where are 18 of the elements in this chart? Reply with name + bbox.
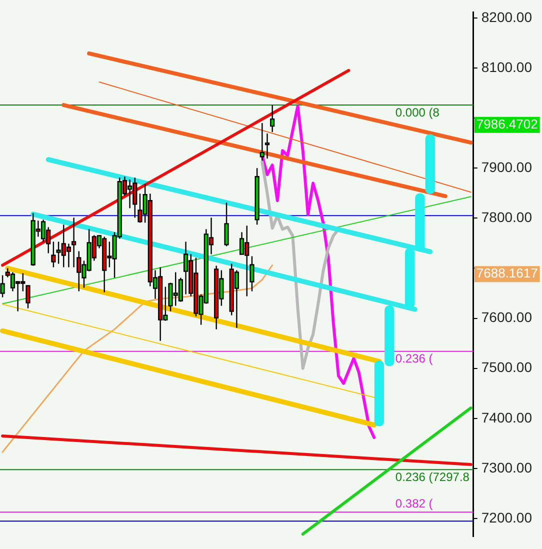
text: 7688.1617 — [476, 266, 538, 281]
y-tick-label: 7600.00 — [481, 309, 532, 326]
annotation: 0.236 ( — [395, 352, 433, 366]
y-tick-label: 8100.00 — [481, 58, 532, 75]
y-tick-label: 7300.00 — [481, 459, 532, 476]
ref-line-label: 0.236 (7297.8 — [395, 470, 470, 484]
annotation: 0.382 ( — [395, 496, 433, 510]
y-tick-label: 7500.00 — [481, 359, 532, 376]
bar — [415, 193, 425, 252]
text: 7986.4702 — [476, 116, 538, 132]
bar — [425, 134, 435, 194]
annotation: 0.000 (8 — [395, 105, 440, 120]
y-tick-label: 7400.00 — [481, 409, 532, 426]
y-tick-label: 8200.00 — [481, 8, 532, 25]
y-tick-label: 7900.00 — [481, 158, 532, 175]
y-tick-label: 7800.00 — [481, 209, 532, 226]
y-tick-label: 7200.00 — [481, 509, 532, 526]
bar — [404, 248, 415, 309]
